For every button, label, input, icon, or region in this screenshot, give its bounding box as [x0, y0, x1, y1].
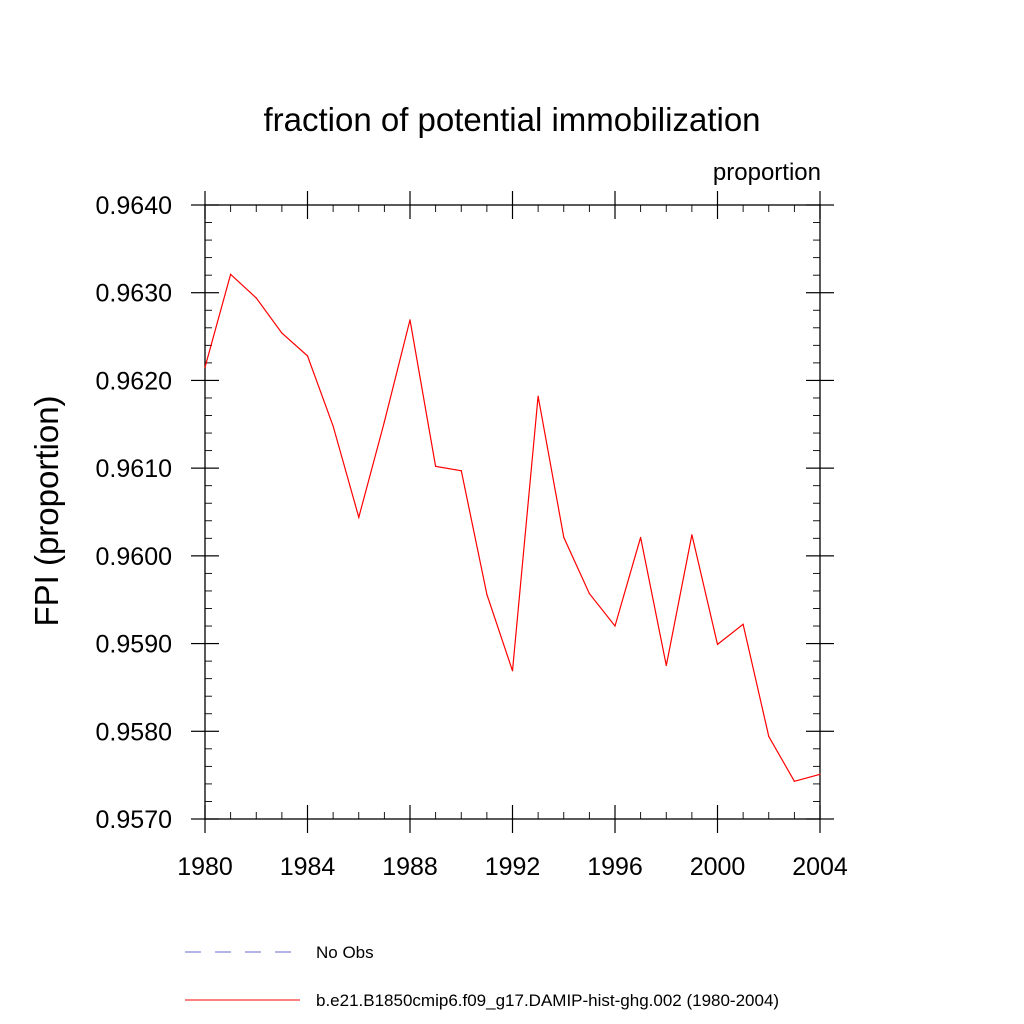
chart-title: fraction of potential immobilization	[263, 101, 760, 138]
data-point	[588, 592, 590, 595]
data-point	[640, 536, 642, 539]
data-point	[358, 516, 360, 518]
data-point	[255, 297, 257, 299]
y-tick-label: 0.9640	[96, 192, 172, 220]
data-point	[460, 470, 462, 472]
data-point	[716, 643, 719, 646]
data-point	[204, 366, 206, 368]
x-tick-label: 2004	[792, 853, 848, 881]
data-point	[563, 536, 565, 539]
data-point	[230, 273, 232, 275]
y-axis-label: FPI (proportion)	[28, 395, 65, 626]
data-point	[332, 425, 334, 427]
y-tick-label: 0.9620	[96, 367, 172, 395]
legend: No Obs b.e21.B1850cmip6.f09_g17.DAMIP-his…	[185, 943, 779, 1010]
x-tick-label: 2000	[690, 853, 746, 881]
data-point	[665, 664, 667, 667]
data-point	[537, 395, 539, 397]
x-tick-label: 1996	[587, 853, 643, 881]
data-point	[383, 421, 385, 423]
plot-frame	[204, 204, 821, 820]
data-point	[435, 465, 437, 467]
data-point	[819, 773, 821, 775]
data-point	[486, 593, 488, 596]
y-tick-label: 0.9610	[96, 455, 172, 483]
data-point	[742, 623, 744, 625]
y-tick-label: 0.9590	[96, 631, 172, 659]
axes: 1980 1984 1988 1992 1996 2000 2004 0.9570 0.9580…	[96, 191, 848, 881]
legend-entry: b.e21.B1850cmip6.f09_g17.DAMIP-hist-ghg.…	[316, 991, 779, 1010]
data-point	[409, 319, 411, 321]
y-tick-label: 0.9600	[96, 543, 172, 571]
legend-entry: No Obs	[316, 943, 374, 962]
data-point	[306, 355, 309, 357]
y-tick-label: 0.9630	[96, 280, 172, 308]
x-tick-label: 1988	[382, 853, 438, 881]
data-point	[768, 735, 770, 738]
data-point	[511, 670, 514, 672]
unit-label: proportion	[713, 159, 821, 186]
data-point	[281, 332, 283, 334]
data-point	[691, 534, 693, 536]
x-tick-label: 1984	[280, 853, 336, 881]
data-point	[793, 780, 795, 782]
y-tick-label: 0.9570	[96, 806, 172, 834]
y-tick-label: 0.9580	[96, 718, 172, 746]
series-line	[204, 273, 821, 783]
series-layer	[204, 273, 821, 783]
data-point	[614, 625, 616, 627]
x-tick-label: 1980	[177, 853, 233, 881]
x-tick-label: 1992	[485, 853, 541, 881]
